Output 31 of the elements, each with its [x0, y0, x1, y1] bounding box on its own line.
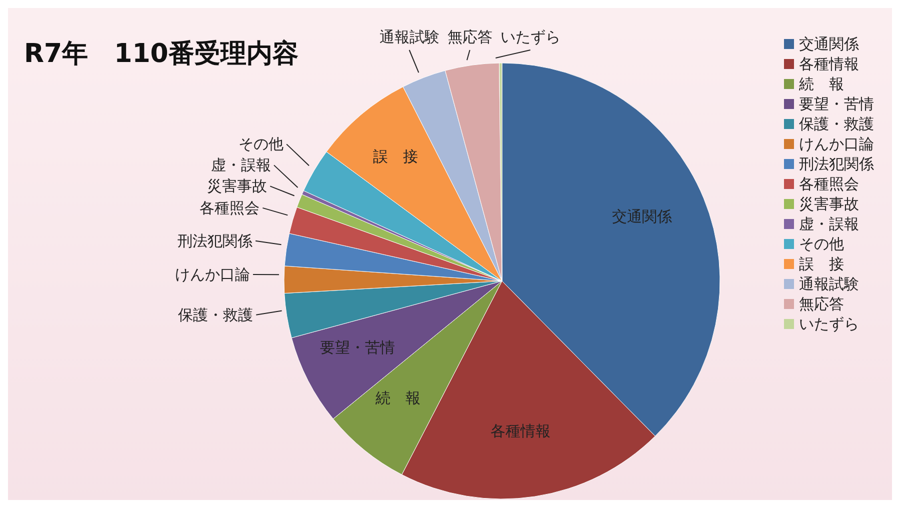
- legend-label: 各種情報: [799, 54, 859, 74]
- legend-label: 虚・誤報: [799, 214, 859, 234]
- slice-label: 交通関係: [612, 207, 672, 226]
- slice-label: 刑法犯関係: [178, 232, 253, 250]
- legend-label: けんか口論: [799, 134, 874, 154]
- legend-label: 災害事故: [799, 194, 859, 214]
- legend-label: 刑法犯関係: [799, 154, 874, 174]
- legend-label: その他: [799, 234, 844, 254]
- slice-label: いたずら: [500, 28, 560, 46]
- legend-label: 各種照会: [799, 174, 859, 194]
- legend-label: 続 報: [799, 74, 844, 94]
- legend-label: いたずら: [799, 314, 859, 334]
- slice-label: 保護・救護: [178, 306, 254, 324]
- slice-label: 各種照会: [200, 198, 260, 217]
- slice-label: 続 報: [374, 388, 421, 407]
- legend-label: 通報試験: [799, 274, 859, 294]
- slice-label: 虚・誤報: [210, 156, 271, 174]
- slice-label: けんか口論: [175, 265, 250, 284]
- legend-label: 要望・苦情: [799, 94, 874, 114]
- chart-title: R7年 110番受理内容: [24, 38, 298, 71]
- legend-label: 無応答: [799, 294, 844, 314]
- slice-label: その他: [238, 135, 284, 154]
- legend-label: 誤 接: [799, 254, 844, 274]
- slice-label: 要望・苦情: [320, 338, 395, 357]
- slice-label: 災害事故: [207, 177, 268, 196]
- slice-label: 無応答: [447, 28, 492, 46]
- slice-label: 交通関係: [799, 34, 859, 54]
- slice-label: 通報試験: [379, 28, 440, 46]
- slice-label: 誤 接: [372, 147, 418, 166]
- legend-label: 保護・救護: [799, 114, 874, 134]
- slice-label: 各種情報: [490, 422, 551, 440]
